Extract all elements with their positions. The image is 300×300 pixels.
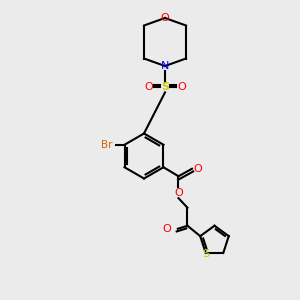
- Text: S: S: [161, 82, 169, 92]
- Text: O: O: [163, 224, 172, 234]
- Text: O: O: [174, 188, 183, 198]
- Text: O: O: [177, 82, 186, 92]
- Text: Br: Br: [101, 140, 112, 150]
- Text: O: O: [144, 82, 153, 92]
- Text: N: N: [161, 61, 169, 71]
- Text: O: O: [160, 13, 169, 23]
- Text: O: O: [193, 164, 202, 174]
- Text: S: S: [202, 249, 209, 260]
